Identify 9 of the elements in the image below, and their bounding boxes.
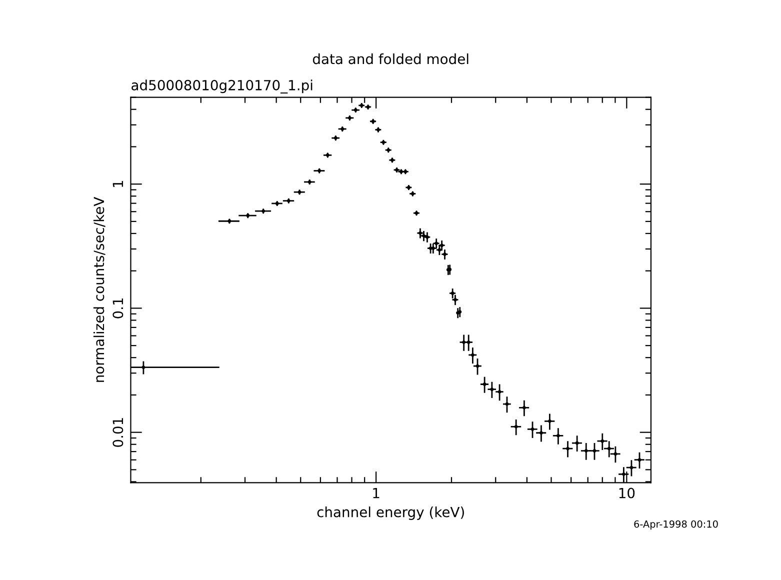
y-tick-label: 0.1	[112, 298, 124, 318]
y-tick-label: 0.01	[112, 418, 124, 447]
x-axis-title: channel energy (keV)	[317, 506, 464, 520]
y-axis-title: normalized counts/sec/keV	[93, 196, 106, 382]
y-tick-label: 1	[112, 180, 123, 187]
chart-title: data and folded model	[312, 53, 468, 64]
x-tick-label: 10	[619, 488, 635, 498]
chart-subtitle: ad50008010g210170_1.pi	[132, 80, 312, 94]
text: 6-Apr-1998 00:10	[634, 520, 718, 530]
